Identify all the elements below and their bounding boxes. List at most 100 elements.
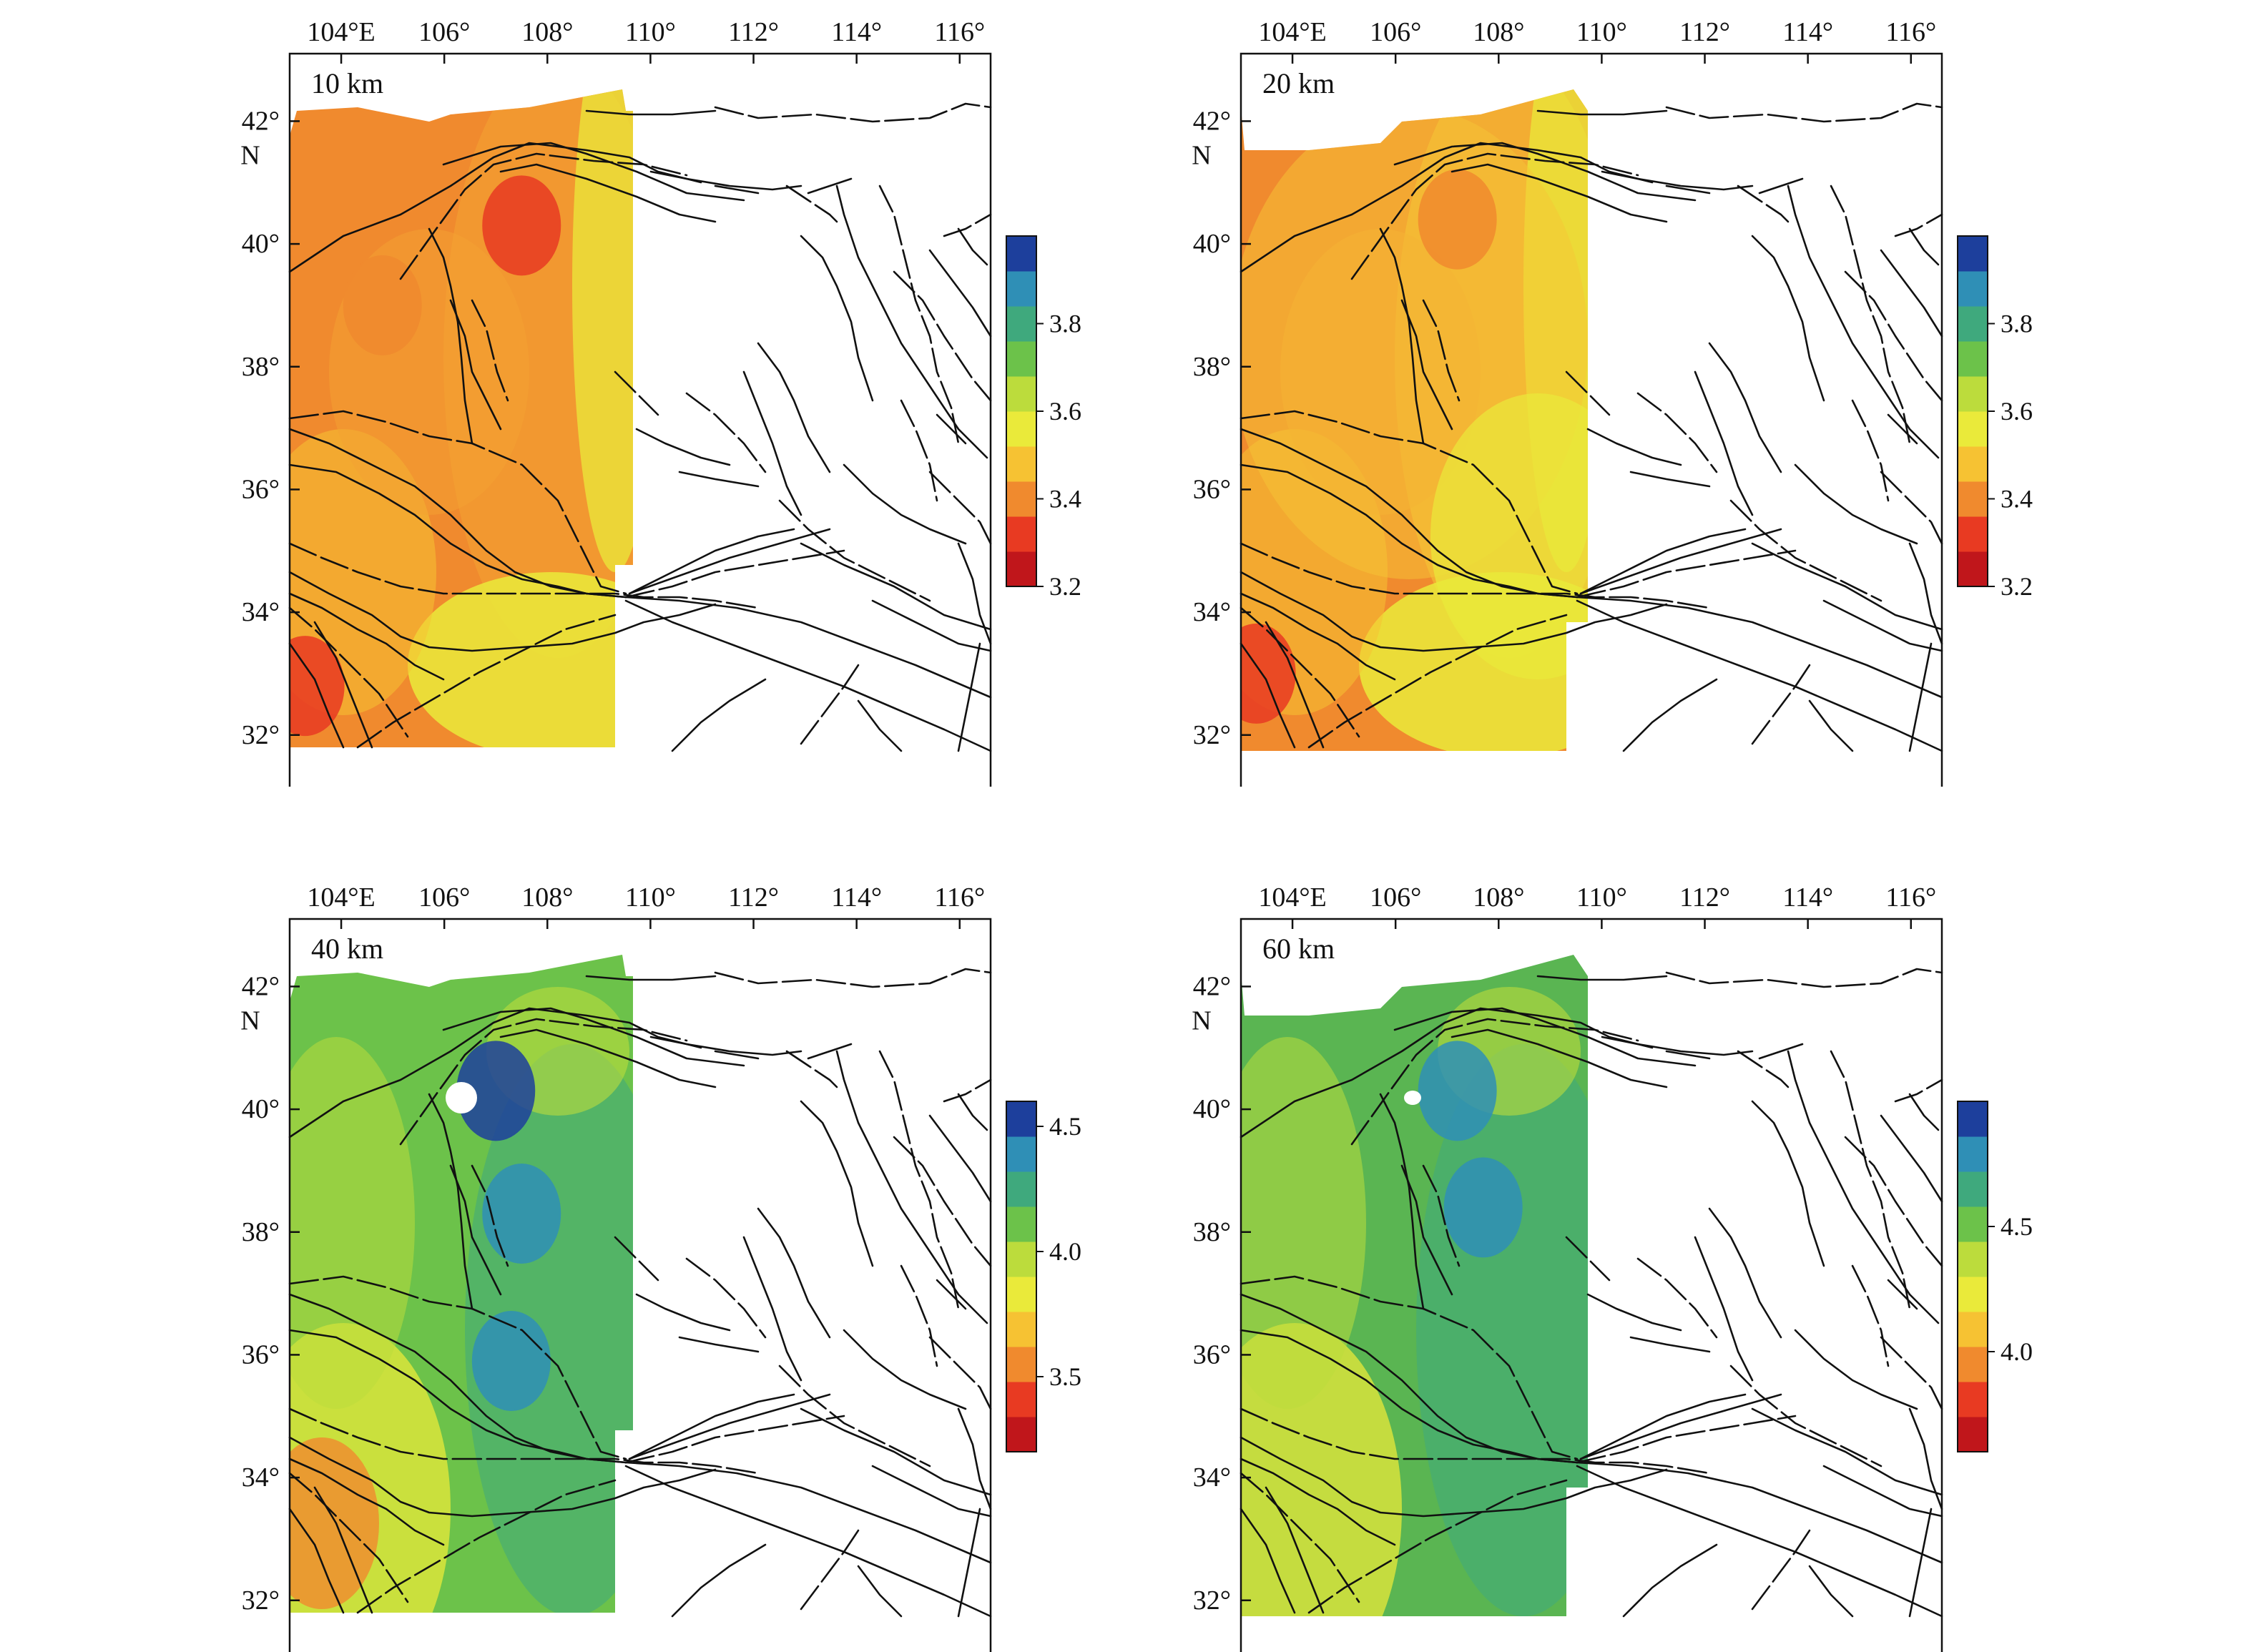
map-svg: 104°E 106° 108° 110° 112° 114° 116° 42° 40° 38° 36… bbox=[240, 882, 1081, 1652]
fault-line bbox=[1908, 227, 1940, 266]
latitude-label: 40° bbox=[1193, 229, 1231, 259]
fault-line bbox=[928, 1336, 992, 1410]
fault-line bbox=[356, 614, 617, 749]
fault-line bbox=[288, 1508, 345, 1614]
colorbar-swatch bbox=[1006, 236, 1036, 272]
fault-line bbox=[1894, 1078, 1943, 1103]
fault-line bbox=[1908, 542, 1943, 645]
fault-line bbox=[313, 1486, 373, 1614]
fault-line bbox=[1729, 1365, 1883, 1467]
fault-line bbox=[1422, 1164, 1461, 1267]
colorbar-swatch bbox=[1958, 516, 1988, 552]
colorbar-tick-label: 4.0 bbox=[2001, 1337, 2033, 1366]
fault-line bbox=[471, 299, 509, 402]
anomaly-ordos-north-low bbox=[1418, 169, 1497, 270]
fault-line bbox=[1808, 1565, 1854, 1618]
fault-line bbox=[1579, 1393, 1747, 1460]
fault-line bbox=[288, 1329, 627, 1464]
fault-line bbox=[1894, 213, 1943, 237]
fault-line bbox=[1694, 370, 1754, 516]
colorbar-swatch bbox=[1958, 236, 1988, 272]
map-panel-40km: 104°E 106° 108° 110° 112° 114° 116° 42° 40° 38° 36… bbox=[215, 865, 1144, 1652]
colorbar-swatch bbox=[1006, 306, 1036, 342]
fault-line bbox=[1393, 1007, 1697, 1067]
fault-line bbox=[1665, 102, 1943, 123]
fault-line bbox=[893, 270, 992, 402]
fault-line bbox=[1694, 1236, 1754, 1382]
latitude-label: 38° bbox=[242, 1217, 280, 1247]
fault-line bbox=[499, 1028, 717, 1088]
colorbar-tick-label: 3.2 bbox=[1049, 572, 1081, 601]
fault-line bbox=[957, 642, 981, 752]
fault-line bbox=[585, 975, 717, 981]
latitude-label: 42° bbox=[1193, 106, 1231, 136]
fault-line bbox=[288, 1407, 760, 1475]
depth-label: 40 km bbox=[311, 933, 383, 965]
fault-line bbox=[714, 102, 992, 123]
north-label: N bbox=[1192, 1006, 1211, 1036]
colorbar-swatch bbox=[1958, 551, 1988, 587]
fault-line bbox=[678, 1336, 760, 1353]
fault-line bbox=[449, 299, 502, 431]
colorbar-swatch bbox=[1006, 341, 1036, 377]
fault-line bbox=[871, 1465, 992, 1518]
longitude-label: 104°E bbox=[307, 17, 375, 47]
anomaly-ordos-north-low bbox=[482, 175, 561, 276]
fault-line bbox=[957, 1093, 988, 1131]
fault-line bbox=[1822, 599, 1943, 652]
fault-line bbox=[1908, 1093, 1940, 1131]
fault-line bbox=[1350, 152, 1639, 280]
depth-label: 10 km bbox=[311, 67, 383, 99]
longitude-label: 116° bbox=[934, 17, 985, 47]
anomaly-south-high bbox=[471, 1311, 551, 1411]
fault-line bbox=[1240, 463, 1579, 599]
fault-line bbox=[1379, 227, 1425, 445]
fault-line bbox=[928, 249, 992, 338]
fault-line bbox=[585, 109, 717, 116]
fault-line bbox=[1751, 235, 1825, 402]
fault-line bbox=[1393, 142, 1697, 202]
fault-line bbox=[1880, 1114, 1943, 1203]
colorbar-tick-label: 3.6 bbox=[1049, 397, 1081, 426]
fault-line bbox=[1240, 542, 1711, 609]
fault-line bbox=[1908, 1407, 1943, 1510]
fault-line bbox=[671, 678, 767, 752]
fault-line bbox=[1887, 1279, 1918, 1310]
fault-line bbox=[288, 642, 345, 749]
fault-line bbox=[1565, 370, 1611, 416]
fault-line bbox=[1758, 177, 1804, 195]
fault-line bbox=[1851, 1264, 1890, 1367]
longitude-label: 106° bbox=[418, 882, 470, 913]
fault-line bbox=[449, 1164, 502, 1296]
longitude-label: 112° bbox=[1679, 882, 1730, 913]
fault-line bbox=[624, 599, 992, 752]
colorbar-tick-label: 4.0 bbox=[1049, 1237, 1081, 1266]
fault-line bbox=[900, 1264, 938, 1367]
colorbar-tick-label: 3.6 bbox=[2001, 397, 2033, 426]
fault-line bbox=[649, 170, 802, 191]
fault-line bbox=[1737, 185, 1790, 223]
colorbar: 3.8 3.6 3.4 3.2 bbox=[1006, 235, 1081, 601]
field-blotch bbox=[1241, 1323, 1402, 1616]
fault-line bbox=[1787, 1050, 1940, 1324]
fault-line bbox=[1379, 1093, 1425, 1310]
fault-line bbox=[442, 142, 745, 202]
fault-line bbox=[878, 185, 960, 445]
fault-line bbox=[1536, 109, 1668, 116]
longitude-label: 110° bbox=[625, 882, 676, 913]
colorbar-swatch bbox=[1958, 1136, 1988, 1172]
fault-line bbox=[742, 370, 802, 516]
fault-line bbox=[1622, 678, 1718, 752]
anomaly-north-high bbox=[1418, 1041, 1497, 1141]
fault-line bbox=[1579, 528, 1782, 595]
fault-line bbox=[1240, 1407, 1711, 1475]
colorbar-swatch bbox=[1006, 1417, 1036, 1452]
latitude-label: 42° bbox=[242, 106, 280, 136]
fault-line bbox=[936, 1279, 967, 1310]
fault-line bbox=[1665, 968, 1943, 988]
colorbar-swatch bbox=[1006, 1101, 1036, 1137]
latitude-label: 42° bbox=[242, 971, 280, 1001]
fault-line bbox=[628, 1393, 795, 1460]
fault-line bbox=[1751, 664, 1811, 745]
map-svg: 104°E 106° 108° 110° 112° 114° 116° 42° 40° 38° 36… bbox=[1192, 17, 2033, 787]
